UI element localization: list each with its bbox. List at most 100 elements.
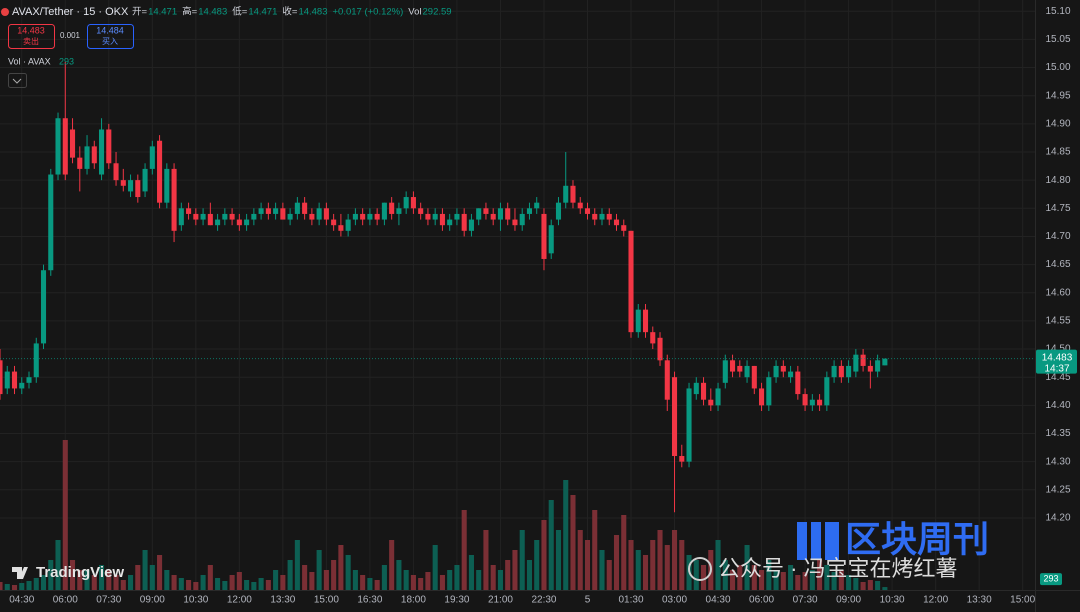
candle-body [389,202,395,214]
candle-body [686,388,692,462]
symbol-icon [1,8,9,16]
candle-body [222,213,228,220]
y-tick-label: 14.35 [1045,428,1070,439]
legend-label: 低= [232,6,248,18]
candle-body [113,163,119,181]
volume-bar [693,560,699,590]
y-tick-label: 15.05 [1045,34,1070,45]
candle-body [323,208,329,220]
candle-body [236,219,242,226]
volume-bar [483,530,489,590]
volume-bar [11,585,18,590]
candle-body [802,394,808,406]
buy-button[interactable]: 14.484 买入 [87,24,134,49]
volume-bar [352,570,358,590]
candle-body [671,377,678,457]
candle-body [534,202,540,209]
y-tick-label: 14.40 [1045,400,1070,411]
logo-bar [797,522,807,560]
sell-box[interactable] [8,24,55,49]
volume-bar [4,584,10,590]
candle-body [142,168,148,192]
y-tick-label: 14.95 [1045,90,1070,101]
volume-bar [454,565,460,590]
candle-body [650,332,656,344]
volume-bar [222,581,228,590]
candle-body [788,371,794,378]
volume-legend-value: 293 [59,56,74,66]
volume-bar [577,530,583,590]
volume-bar [345,555,351,590]
account-watermark: 公众号 · 冯宝宝在烤红薯 [688,556,958,581]
last-price-box [1036,349,1077,374]
volume-bar [403,570,409,590]
wechat-icon [688,557,712,581]
candle-body [367,213,373,220]
candle-body [19,382,25,389]
volume-bar [751,565,757,590]
volume-bar [33,578,39,590]
candle-body [403,197,409,209]
candle-body [265,208,271,214]
volume-bar [512,550,518,590]
y-tick-label: 14.80 [1045,175,1070,186]
x-tick-label: 15:00 [1010,595,1035,606]
candle-body [338,225,344,231]
candle-body [84,146,90,169]
volume-bar [715,540,721,590]
candle-body [621,225,627,231]
volume-bar [258,578,264,590]
volume-bar [149,565,155,590]
candle-body [882,358,888,366]
collapse-button[interactable] [8,73,27,88]
candle-body [447,219,453,226]
logo-bar [811,522,821,560]
legend-label: 高= [182,6,198,18]
sell-price[interactable]: 14.483 [17,25,45,35]
volume-bar [302,565,308,590]
candle-body [157,140,163,203]
candle-body [570,185,576,203]
volume-bar [0,582,3,590]
volume-bar [113,575,119,590]
tv-text: TradingView [36,564,124,581]
buy-box[interactable] [87,24,134,49]
tradingview-logo: TradingView [12,564,124,581]
buy-label[interactable]: 买入 [102,37,118,46]
volume-bar [55,540,61,590]
candles [0,61,888,513]
volume-bar [853,578,859,590]
sell-button[interactable]: 14.483 卖出 [8,24,55,49]
legend-label: 收= [282,6,298,18]
brand-logo: 区块周刊 [797,519,989,560]
candle-body [592,213,598,220]
candle-body [664,360,670,400]
volume-bar [882,587,888,590]
sell-label[interactable]: 卖出 [23,36,39,46]
volume-bar [759,570,765,590]
candle-body [164,168,170,203]
candle-body [838,365,844,378]
volume-bar [563,480,569,590]
volume-bar [730,570,736,590]
candle-body [309,213,315,220]
volume-bar [802,572,808,590]
candle-body [468,219,474,231]
y-tick-label: 14.25 [1045,484,1070,495]
candle-body [135,180,141,198]
candle-body [512,219,518,226]
volume-bar [374,580,380,590]
volume-bar [875,581,881,590]
y-tick-label: 14.50 [1045,344,1070,355]
collapse-icon[interactable] [12,78,22,84]
volume-bar [468,555,474,590]
buy-price[interactable]: 14.484 [96,25,124,35]
volume-bar [171,575,177,590]
y-tick-label: 15.10 [1045,6,1070,17]
x-tick-label: 07:30 [793,595,818,606]
x-tick-label: 04:30 [9,595,34,606]
candle-body [737,365,743,372]
candle-body [744,365,750,378]
candle-body [432,213,438,220]
candle-body [526,208,533,214]
